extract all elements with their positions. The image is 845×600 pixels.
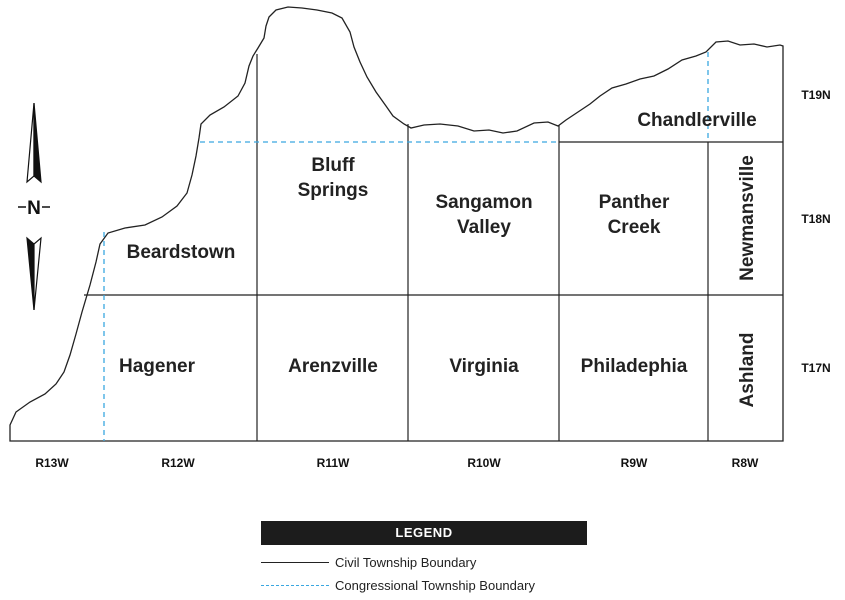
congressional-boundary-swatch (261, 584, 329, 586)
township-label-philadephia: Philadephia (581, 356, 688, 377)
township-label-hagener: Hagener (119, 356, 196, 377)
legend-item-congressional: Congressional Township Boundary (261, 576, 535, 594)
township-row-label: T17N (801, 361, 830, 375)
range-label: R13W (35, 456, 69, 470)
township-label-bluff-springs: Bluff (311, 155, 355, 176)
township-label-chandlerville: Chandlerville (637, 110, 756, 131)
range-label: R12W (161, 456, 195, 470)
legend-label-civil: Civil Township Boundary (335, 554, 477, 570)
congressional-township-lines (103, 52, 709, 441)
range-label: R10W (467, 456, 501, 470)
range-label: R8W (732, 456, 759, 470)
legend-label-congressional: Congressional Township Boundary (335, 577, 535, 593)
legend-item-civil: Civil Township Boundary (261, 553, 476, 571)
township-label-beardstown: Beardstown (127, 242, 236, 263)
township-row-label: T19N (801, 88, 830, 102)
range-label: R9W (621, 456, 648, 470)
township-label-newmansville: Newmansville (737, 155, 758, 281)
township-label-panther-creek: Panther (599, 192, 670, 213)
township-label-bluff-springs: Springs (298, 180, 369, 201)
township-label-ashland: Ashland (737, 333, 758, 408)
range-label: R11W (317, 456, 350, 470)
civil-township-grid (84, 54, 783, 441)
north-arrow-label: N (27, 198, 41, 219)
township-label-arenzville: Arenzville (288, 356, 378, 377)
township-label-sangamon-valley: Valley (457, 217, 511, 238)
county-boundary (9, 6, 784, 442)
north-arrow-icon (18, 102, 50, 311)
township-label-panther-creek: Creek (608, 217, 661, 238)
township-row-label: T18N (801, 212, 830, 226)
civil-boundary-swatch (261, 561, 329, 563)
township-label-sangamon-valley: Sangamon (435, 192, 532, 213)
legend-title: LEGEND (261, 521, 587, 545)
township-label-virginia: Virginia (449, 356, 519, 377)
